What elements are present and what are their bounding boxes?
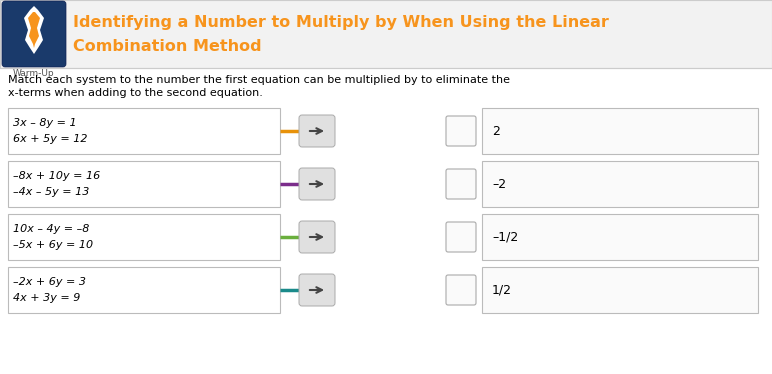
FancyBboxPatch shape — [2, 1, 66, 67]
Bar — [482, 214, 758, 260]
Bar — [0, 0, 772, 68]
Text: –1/2: –1/2 — [492, 230, 518, 243]
Text: –4x – 5y = 13: –4x – 5y = 13 — [13, 187, 90, 197]
Bar — [8, 267, 280, 313]
Text: –2: –2 — [492, 178, 506, 190]
Text: 3x – 8y = 1: 3x – 8y = 1 — [13, 118, 76, 128]
Polygon shape — [28, 12, 40, 48]
Text: Combination Method: Combination Method — [73, 39, 262, 53]
Text: x-terms when adding to the second equation.: x-terms when adding to the second equati… — [8, 88, 263, 98]
Text: Match each system to the number the first equation can be multiplied by to elimi: Match each system to the number the firs… — [8, 75, 510, 85]
Text: –8x + 10y = 16: –8x + 10y = 16 — [13, 171, 100, 181]
Text: Identifying a Number to Multiply by When Using the Linear: Identifying a Number to Multiply by When… — [73, 15, 609, 30]
FancyBboxPatch shape — [446, 222, 476, 252]
Text: 1/2: 1/2 — [492, 283, 512, 297]
FancyBboxPatch shape — [299, 274, 335, 306]
FancyBboxPatch shape — [446, 116, 476, 146]
Polygon shape — [24, 6, 44, 54]
Text: –2x + 6y = 3: –2x + 6y = 3 — [13, 277, 86, 287]
FancyBboxPatch shape — [299, 221, 335, 253]
Bar — [8, 214, 280, 260]
Text: 2: 2 — [492, 125, 500, 138]
FancyBboxPatch shape — [299, 168, 335, 200]
Bar — [482, 267, 758, 313]
Bar — [482, 108, 758, 154]
Text: –5x + 6y = 10: –5x + 6y = 10 — [13, 240, 93, 250]
FancyBboxPatch shape — [446, 169, 476, 199]
Bar — [8, 108, 280, 154]
Bar — [482, 161, 758, 207]
Bar — [8, 161, 280, 207]
Text: 10x – 4y = –8: 10x – 4y = –8 — [13, 224, 90, 234]
Text: 6x + 5y = 12: 6x + 5y = 12 — [13, 134, 87, 144]
FancyBboxPatch shape — [446, 275, 476, 305]
FancyBboxPatch shape — [299, 115, 335, 147]
Text: Warm-Up: Warm-Up — [13, 69, 55, 78]
Text: 4x + 3y = 9: 4x + 3y = 9 — [13, 293, 80, 303]
